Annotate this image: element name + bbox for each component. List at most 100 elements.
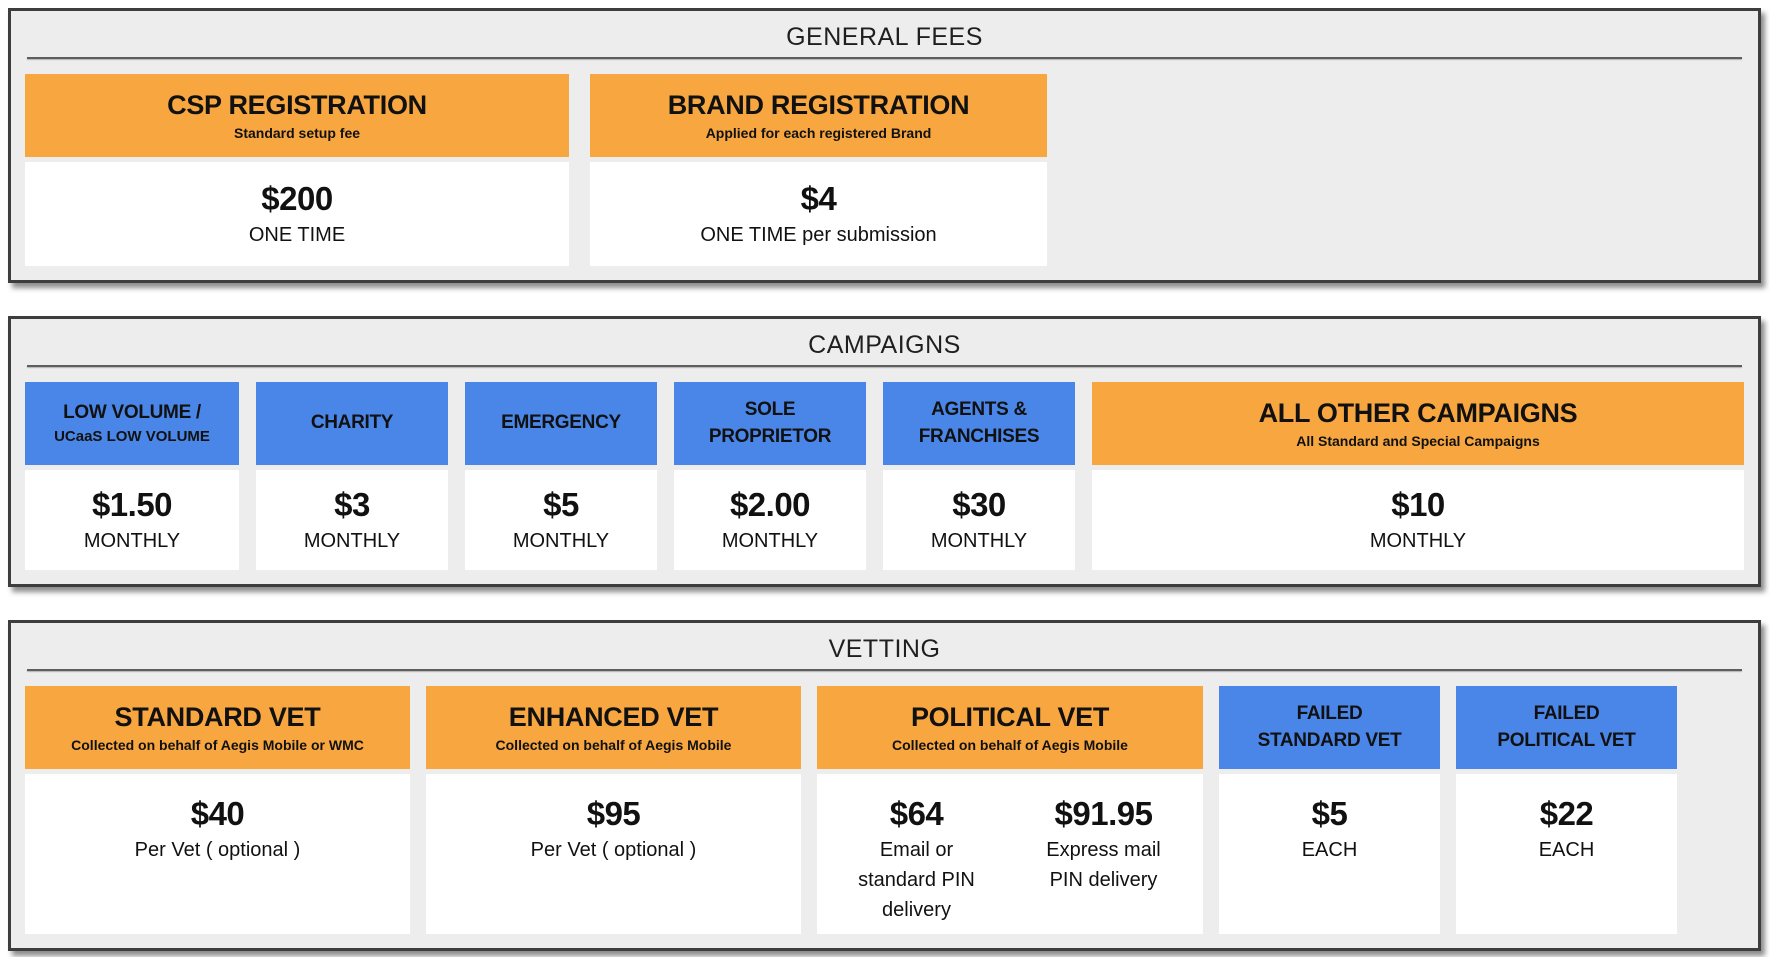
card-body: $4 ONE TIME per submission	[590, 162, 1047, 266]
price-amount: $5	[1311, 795, 1348, 832]
price-amount: $10	[1391, 485, 1445, 523]
pricing-card-agents-franchises: AGENTS & FRANCHISES $30 MONTHLY	[883, 382, 1075, 570]
price-block: $2.00 MONTHLY	[680, 485, 860, 556]
price-note: MONTHLY	[83, 529, 181, 552]
card-row: LOW VOLUME / UCaaS LOW VOLUME $1.50 MONT…	[11, 367, 1758, 584]
card-title: CHARITY	[310, 412, 394, 434]
card-header: POLITICAL VET Collected on behalf of Aeg…	[817, 686, 1203, 769]
pricing-card-failed-political-vet: FAILED POLITICAL VET $22 EACH	[1456, 686, 1677, 934]
pricing-card-political-vet: POLITICAL VET Collected on behalf of Aeg…	[817, 686, 1203, 934]
price-note: MONTHLY	[303, 529, 401, 552]
card-header: ALL OTHER CAMPAIGNS All Standard and Spe…	[1092, 382, 1744, 465]
pricing-card-sole-proprietor: SOLE PROPRIETOR $2.00 MONTHLY	[674, 382, 866, 570]
card-header: CSP REGISTRATION Standard setup fee	[25, 74, 569, 157]
card-title: SOLE PROPRIETOR	[708, 398, 832, 447]
card-title: EMERGENCY	[501, 412, 621, 434]
price-note: MONTHLY	[930, 529, 1028, 552]
price-block: $4 ONE TIME per submission	[596, 179, 1041, 250]
card-title: LOW VOLUME /	[63, 402, 201, 424]
section-divider	[27, 669, 1742, 671]
price-block: $64 Email or standard PIN delivery	[823, 794, 1010, 934]
card-row: STANDARD VET Collected on behalf of Aegi…	[11, 671, 1758, 948]
card-body: $2.00 MONTHLY	[674, 470, 866, 570]
price-amount: $64	[889, 795, 944, 832]
card-body: $5 EACH	[1219, 774, 1440, 934]
pricing-card-enhanced-vet: ENHANCED VET Collected on behalf of Aegi…	[426, 686, 801, 934]
price-block: $5 EACH	[1225, 794, 1434, 934]
card-header: AGENTS & FRANCHISES	[883, 382, 1075, 465]
card-subtitle: Standard setup fee	[233, 125, 361, 142]
price-block: $3 MONTHLY	[262, 485, 442, 556]
card-body: $10 MONTHLY	[1092, 470, 1744, 570]
price-amount: $30	[952, 485, 1006, 523]
card-header: LOW VOLUME / UCaaS LOW VOLUME	[25, 382, 239, 465]
card-title: AGENTS & FRANCHISES	[918, 398, 1040, 447]
card-subtitle: All Standard and Special Campaigns	[1296, 433, 1540, 450]
price-note: EACH	[1301, 839, 1358, 861]
card-title: ALL OTHER CAMPAIGNS	[1258, 397, 1578, 428]
card-header: FAILED STANDARD VET	[1219, 686, 1440, 769]
price-block: $200 ONE TIME	[31, 179, 563, 250]
card-body: $200 ONE TIME	[25, 162, 569, 266]
card-body: $95 Per Vet ( optional )	[426, 774, 801, 934]
price-note: MONTHLY	[721, 529, 819, 552]
price-amount: $5	[543, 485, 579, 523]
price-amount: $22	[1539, 795, 1594, 832]
pricing-card-csp-registration: CSP REGISTRATION Standard setup fee $200…	[25, 74, 569, 266]
card-header: CHARITY	[256, 382, 448, 465]
card-title: FAILED POLITICAL VET	[1497, 702, 1636, 751]
price-note: ONE TIME	[248, 223, 346, 246]
price-note: Per Vet ( optional )	[530, 839, 697, 861]
price-note: MONTHLY	[512, 529, 610, 552]
card-body: $5 MONTHLY	[465, 470, 657, 570]
pricing-card-all-other-campaigns: ALL OTHER CAMPAIGNS All Standard and Spe…	[1092, 382, 1744, 570]
pricing-card-low-volume: LOW VOLUME / UCaaS LOW VOLUME $1.50 MONT…	[25, 382, 239, 570]
price-block: $95 Per Vet ( optional )	[432, 794, 795, 934]
card-header: SOLE PROPRIETOR	[674, 382, 866, 465]
section-divider	[27, 365, 1742, 367]
price-amount: $200	[261, 179, 333, 217]
section-title: VETTING	[828, 635, 941, 663]
price-block: $40 Per Vet ( optional )	[31, 794, 404, 934]
price-amount: $91.95	[1054, 795, 1153, 832]
card-title: FAILED STANDARD VET	[1257, 702, 1402, 751]
price-block: $5 MONTHLY	[471, 485, 651, 556]
card-subtitle: UCaaS LOW VOLUME	[54, 428, 210, 446]
price-note: MONTHLY	[1369, 529, 1467, 552]
card-body: $3 MONTHLY	[256, 470, 448, 570]
section-vetting: VETTING STANDARD VET Collected on behalf…	[8, 620, 1761, 951]
card-subtitle: Applied for each registered Brand	[705, 125, 932, 142]
price-note: ONE TIME per submission	[700, 223, 937, 246]
card-row: CSP REGISTRATION Standard setup fee $200…	[11, 59, 1758, 280]
card-subtitle: Collected on behalf of Aegis Mobile or W…	[71, 737, 364, 754]
card-title: ENHANCED VET	[508, 701, 719, 732]
card-title: STANDARD VET	[114, 701, 321, 732]
card-subtitle: Collected on behalf of Aegis Mobile	[892, 737, 1128, 754]
section-title: CAMPAIGNS	[808, 331, 961, 359]
pricing-card-failed-standard-vet: FAILED STANDARD VET $5 EACH	[1219, 686, 1440, 934]
card-subtitle: Collected on behalf of Aegis Mobile	[495, 737, 732, 754]
card-body: $64 Email or standard PIN delivery $91.9…	[817, 774, 1203, 934]
card-header: EMERGENCY	[465, 382, 657, 465]
section-general-fees: GENERAL FEES CSP REGISTRATION Standard s…	[8, 8, 1761, 283]
price-amount: $40	[190, 795, 245, 832]
card-title: CSP REGISTRATION	[167, 89, 427, 120]
card-header: BRAND REGISTRATION Applied for each regi…	[590, 74, 1047, 157]
price-note: Email or standard PIN delivery	[858, 839, 975, 921]
price-amount: $4	[800, 179, 837, 217]
card-header: FAILED POLITICAL VET	[1456, 686, 1677, 769]
section-title: GENERAL FEES	[786, 23, 983, 51]
price-note: EACH	[1538, 839, 1595, 861]
section-divider	[27, 57, 1742, 59]
pricing-card-charity: CHARITY $3 MONTHLY	[256, 382, 448, 570]
card-title: BRAND REGISTRATION	[667, 89, 970, 120]
card-body: $1.50 MONTHLY	[25, 470, 239, 570]
card-body: $40 Per Vet ( optional )	[25, 774, 410, 934]
card-header: ENHANCED VET Collected on behalf of Aegi…	[426, 686, 801, 769]
price-note: Per Vet ( optional )	[134, 839, 301, 861]
price-note: Express mail PIN delivery	[1046, 839, 1161, 891]
pricing-card-emergency: EMERGENCY $5 MONTHLY	[465, 382, 657, 570]
price-amount: $1.50	[91, 485, 173, 523]
card-title: POLITICAL VET	[910, 701, 1110, 732]
